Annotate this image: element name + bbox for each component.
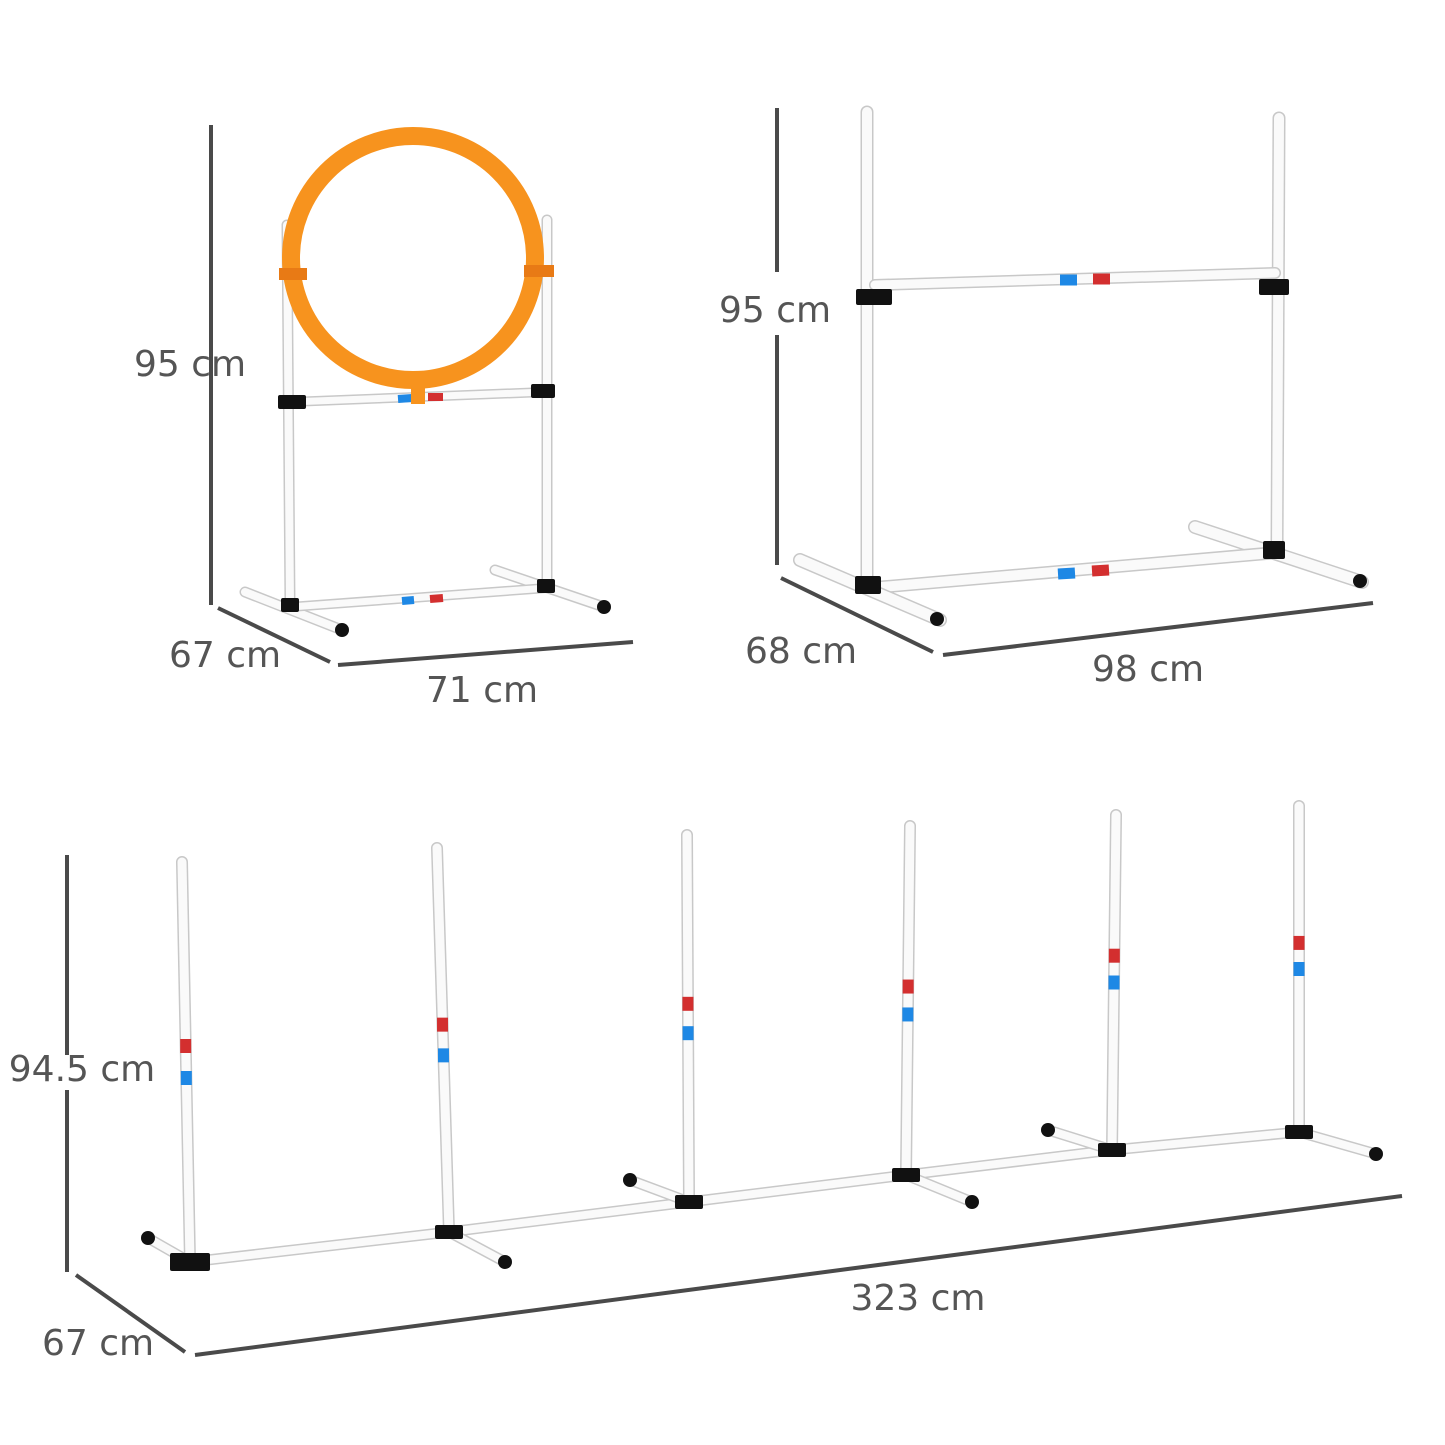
band-red — [1091, 564, 1110, 577]
crossbar-holder — [531, 384, 555, 398]
connector — [281, 598, 299, 612]
weave-pole — [177, 857, 195, 1267]
hoop-strap — [524, 265, 554, 277]
connector — [855, 576, 881, 594]
connector — [537, 579, 555, 593]
connector — [1285, 1125, 1313, 1139]
hoop-jump — [239, 127, 611, 637]
connector — [675, 1195, 703, 1209]
end-cap — [498, 1255, 512, 1269]
connector — [435, 1225, 463, 1239]
end-cap — [623, 1173, 637, 1187]
base-bar — [186, 1228, 453, 1266]
end-cap — [1041, 1123, 1055, 1137]
base-bar — [902, 1146, 1116, 1179]
base-bar — [685, 1171, 910, 1206]
connector — [1263, 541, 1285, 559]
bar-depth-line — [780, 576, 934, 654]
end-cap — [1369, 1147, 1383, 1161]
end-cap — [965, 1195, 979, 1209]
bar-width-line — [942, 601, 1374, 657]
bar-depth-label: 68 cm — [745, 631, 857, 672]
hoop-depth-line — [217, 606, 331, 664]
band-red — [429, 594, 444, 603]
band-blue — [1057, 567, 1076, 580]
weave-depth-line — [74, 1273, 187, 1354]
right-post — [1272, 113, 1284, 557]
crossbar-holder — [856, 289, 892, 305]
hoop-strap — [411, 374, 425, 404]
end-cap — [597, 600, 611, 614]
weave-pole — [682, 830, 694, 1207]
weave-pole — [901, 821, 915, 1180]
weave-length-label: 323 cm — [850, 1278, 985, 1319]
dimension-lines — [65, 108, 1403, 1357]
end-cap — [1353, 574, 1367, 588]
weave-length-line — [194, 1194, 1403, 1357]
base-bar — [1108, 1128, 1303, 1154]
connector — [1098, 1143, 1126, 1157]
band-blue — [401, 596, 415, 605]
base-bar — [286, 584, 551, 611]
orange-hoop — [282, 127, 544, 389]
base-bar — [445, 1198, 693, 1236]
end-cap — [335, 623, 349, 637]
crossbar-holder — [1259, 279, 1289, 295]
bar-width-label: 98 cm — [1092, 649, 1204, 690]
bar-height-label: 95 cm — [719, 290, 831, 331]
end-cap — [930, 612, 944, 626]
weave-depth-label: 67 cm — [42, 1323, 154, 1364]
bar-jump — [793, 105, 1369, 627]
band-blue — [397, 394, 413, 403]
connector — [170, 1253, 210, 1271]
weave-height-label: 94.5 cm — [9, 1049, 155, 1090]
hoop-width-label: 71 cm — [426, 670, 538, 711]
hoop-height-label: 95 cm — [134, 344, 246, 385]
weave-pole — [432, 843, 454, 1237]
hoop-strap — [279, 268, 307, 280]
crossbar-holder — [278, 395, 306, 409]
hoop-depth-label: 67 cm — [169, 635, 281, 676]
end-cap — [141, 1231, 155, 1245]
weave-poles — [141, 800, 1383, 1271]
connector — [892, 1168, 920, 1182]
hoop-width-line — [337, 640, 634, 667]
